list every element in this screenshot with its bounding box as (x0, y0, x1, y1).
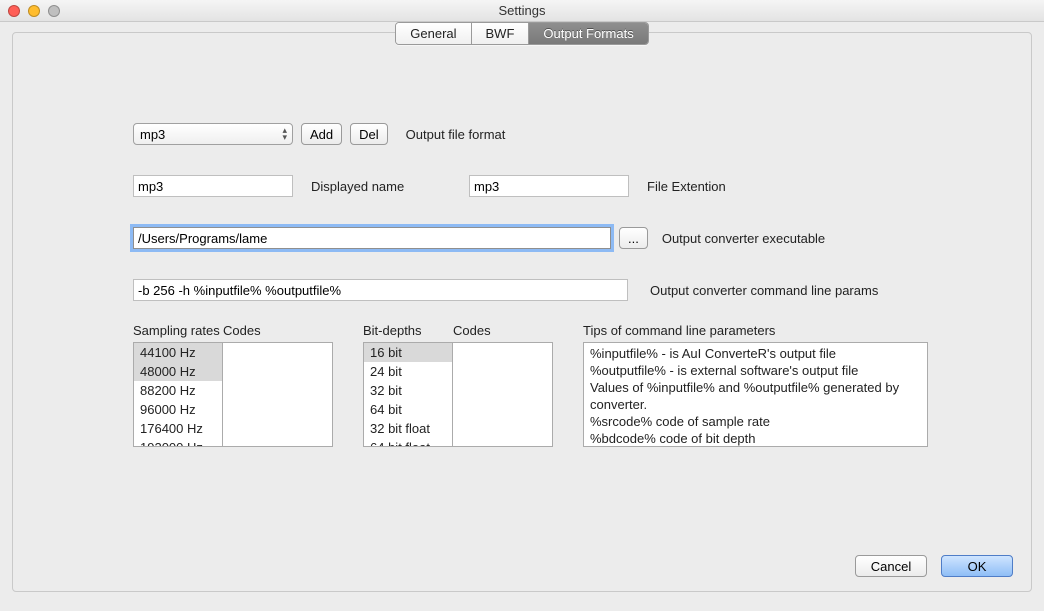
row-format: mp3 ▴▾ Add Del Output file format (133, 123, 1031, 145)
format-label: Output file format (406, 127, 506, 142)
bitdepth-codes-header: Codes (453, 323, 491, 342)
displayed-name-input[interactable] (133, 175, 293, 197)
add-button[interactable]: Add (301, 123, 342, 145)
list-item[interactable]: 24 bit (364, 362, 452, 381)
sampling-rates-header: Sampling rates (133, 323, 223, 342)
file-extension-label: File Extention (647, 179, 726, 194)
bitdepths-block: Bit-depths Codes 16 bit24 bit32 bit64 bi… (363, 323, 553, 447)
tab-bwf[interactable]: BWF (472, 23, 530, 44)
tips-header: Tips of command line parameters (583, 323, 928, 342)
list-item[interactable]: 48000 Hz (134, 362, 222, 381)
bitdepths-list[interactable]: 16 bit24 bit32 bit64 bit32 bit float64 b… (363, 342, 453, 447)
sampling-rates-block: Sampling rates Codes 44100 Hz48000 Hz882… (133, 323, 333, 447)
bitdepth-codes-list[interactable] (453, 342, 553, 447)
browse-button[interactable]: ... (619, 227, 648, 249)
executable-label: Output converter executable (662, 231, 825, 246)
tab-output-formats[interactable]: Output Formats (529, 23, 647, 44)
tips-block: Tips of command line parameters %inputfi… (583, 323, 928, 447)
list-item[interactable]: 16 bit (364, 343, 452, 362)
tips-line: Values of %inputfile% and %outputfile% g… (590, 379, 921, 413)
sampling-codes-header: Codes (223, 323, 261, 342)
list-item[interactable]: 64 bit float (364, 438, 452, 447)
list-item[interactable]: 32 bit (364, 381, 452, 400)
row-name-ext: Displayed name File Extention (133, 175, 1031, 197)
file-extension-input[interactable] (469, 175, 629, 197)
lists-section: Sampling rates Codes 44100 Hz48000 Hz882… (133, 323, 1031, 447)
row-cmdline: Output converter command line params (133, 279, 1031, 301)
settings-panel: General BWF Output Formats mp3 ▴▾ Add De… (12, 32, 1032, 592)
cmdline-input[interactable] (133, 279, 628, 301)
tab-bar: General BWF Output Formats (13, 22, 1031, 45)
list-item[interactable]: 44100 Hz (134, 343, 222, 362)
del-button[interactable]: Del (350, 123, 388, 145)
executable-path-input[interactable] (133, 227, 611, 249)
list-item[interactable]: 96000 Hz (134, 400, 222, 419)
tips-line: %bdcode% code of bit depth (590, 430, 921, 447)
list-item[interactable]: 192000 Hz (134, 438, 222, 447)
form: mp3 ▴▾ Add Del Output file format Displa… (13, 53, 1031, 447)
sampling-rates-list[interactable]: 44100 Hz48000 Hz88200 Hz96000 Hz176400 H… (133, 342, 223, 447)
tips-line: %outputfile% - is external software's ou… (590, 362, 921, 379)
list-item[interactable]: 176400 Hz (134, 419, 222, 438)
cmdline-label: Output converter command line params (650, 283, 878, 298)
list-item[interactable]: 32 bit float (364, 419, 452, 438)
tips-line: %inputfile% - is AuI ConverteR's output … (590, 345, 921, 362)
row-executable: ... Output converter executable (133, 227, 1031, 249)
window-title: Settings (0, 3, 1044, 18)
sampling-codes-list[interactable] (223, 342, 333, 447)
workspace: General BWF Output Formats mp3 ▴▾ Add De… (0, 22, 1044, 604)
ok-button[interactable]: OK (941, 555, 1013, 577)
titlebar: Settings (0, 0, 1044, 22)
list-item[interactable]: 64 bit (364, 400, 452, 419)
dialog-footer: Cancel OK (855, 555, 1013, 577)
tips-line: %srcode% code of sample rate (590, 413, 921, 430)
cancel-button[interactable]: Cancel (855, 555, 927, 577)
tips-textarea[interactable]: %inputfile% - is AuI ConverteR's output … (583, 342, 928, 447)
displayed-name-label: Displayed name (311, 179, 461, 194)
format-select[interactable]: mp3 (133, 123, 293, 145)
tab-general[interactable]: General (396, 23, 471, 44)
bitdepths-header: Bit-depths (363, 323, 453, 342)
list-item[interactable]: 88200 Hz (134, 381, 222, 400)
